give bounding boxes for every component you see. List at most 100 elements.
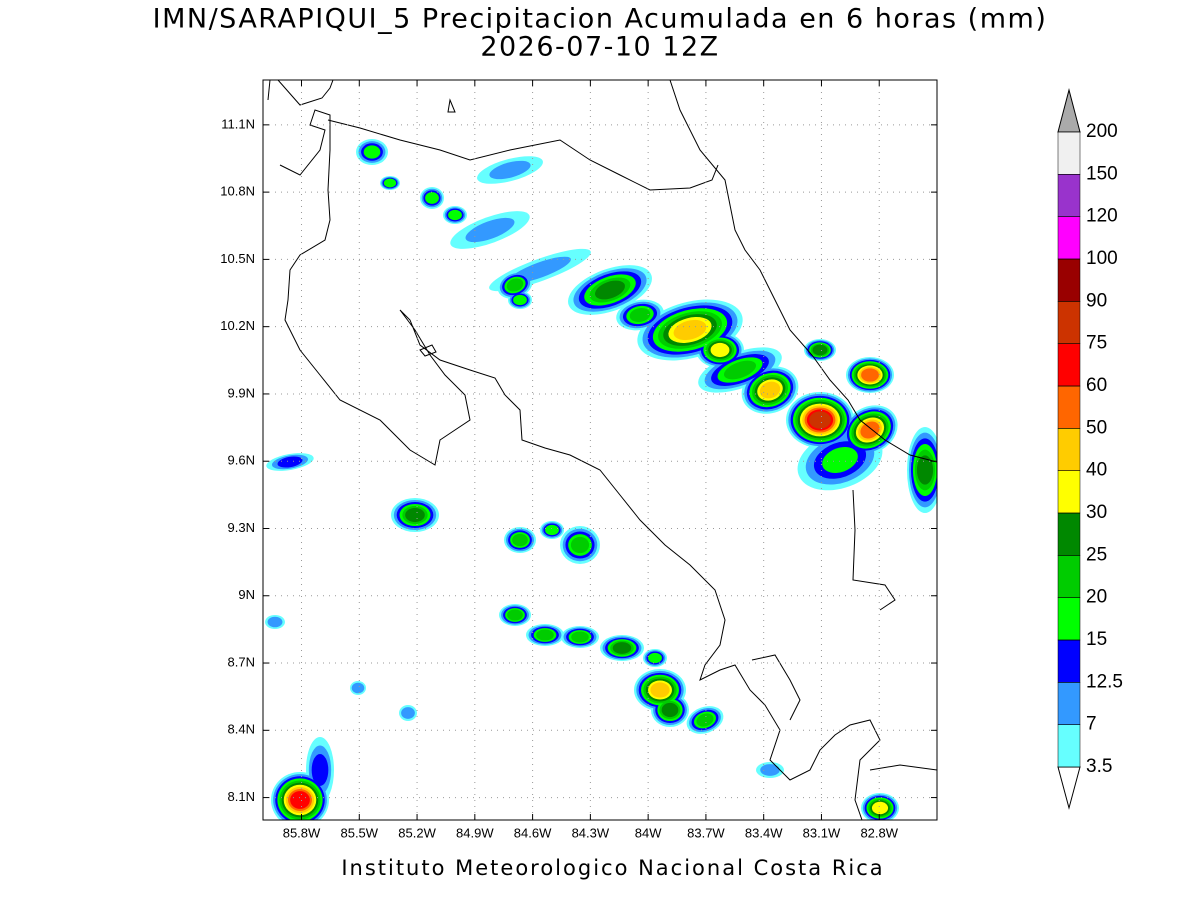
precip-contour bbox=[661, 702, 679, 718]
colorbar-label: 30 bbox=[1086, 502, 1107, 523]
coastline bbox=[669, 80, 937, 463]
colorbar-label: 150 bbox=[1086, 163, 1118, 184]
lat-label: 8.1N bbox=[228, 789, 255, 804]
colorbar-label: 12.5 bbox=[1086, 671, 1123, 692]
lat-label: 10.8N bbox=[220, 184, 255, 199]
precip-contour bbox=[401, 707, 415, 719]
colorbar-label: 40 bbox=[1086, 460, 1107, 481]
coastline bbox=[751, 654, 801, 721]
lon-label: 83.4W bbox=[745, 825, 783, 840]
precip-contour bbox=[363, 145, 381, 159]
lon-label: 85.8W bbox=[283, 825, 321, 840]
under-triangle bbox=[1057, 766, 1081, 810]
precip-contour bbox=[570, 536, 590, 554]
precip-contour bbox=[861, 368, 879, 382]
lon-label: 84.9W bbox=[456, 825, 494, 840]
precip-contour bbox=[916, 455, 934, 485]
precip-contour bbox=[383, 178, 397, 188]
coastline bbox=[279, 109, 881, 820]
lon-label: 84.3W bbox=[572, 825, 610, 840]
precip-contour bbox=[648, 652, 662, 664]
colorbar-box bbox=[1057, 131, 1081, 175]
precip-contour bbox=[506, 278, 524, 292]
precip-contour bbox=[822, 447, 858, 473]
precip-contour bbox=[595, 280, 625, 300]
colorbar-box bbox=[1057, 428, 1081, 471]
colorbar-box bbox=[1057, 343, 1081, 387]
lon-label: 82.8W bbox=[860, 825, 898, 840]
precip-contour bbox=[290, 791, 310, 809]
colorbar-label: 60 bbox=[1086, 375, 1107, 396]
precip-field bbox=[265, 139, 937, 820]
lon-label: 83.7W bbox=[687, 825, 725, 840]
precip-contour bbox=[571, 631, 589, 643]
colorbar-box bbox=[1057, 639, 1081, 683]
colorbar-box bbox=[1057, 470, 1081, 514]
colorbar-box bbox=[1057, 301, 1081, 344]
lon-label: 83.1W bbox=[803, 825, 841, 840]
border bbox=[327, 119, 719, 191]
precip-contour bbox=[267, 616, 283, 628]
colorbar-label: 7 bbox=[1086, 714, 1097, 735]
precip-contour bbox=[448, 209, 462, 221]
precip-contour bbox=[507, 609, 523, 621]
lat-label: 10.5N bbox=[220, 251, 255, 266]
coastline bbox=[419, 344, 437, 357]
precip-contour bbox=[351, 682, 365, 694]
colorbar-label: 120 bbox=[1086, 206, 1118, 227]
colorbar-label: 15 bbox=[1086, 629, 1107, 650]
colorbar: 3.5 7 12.5 15 20 25 30 40 50 60 75 90 100 120 150 200 bbox=[1057, 88, 1123, 810]
lon-label: 85.5W bbox=[340, 825, 378, 840]
colorbar-label: 100 bbox=[1086, 248, 1118, 269]
lat-label: 9N bbox=[238, 587, 255, 602]
colorbar-box bbox=[1057, 258, 1081, 302]
precip-contour bbox=[759, 381, 781, 399]
lat-label: 8.4N bbox=[228, 722, 255, 737]
lon-label: 84.6W bbox=[514, 825, 552, 840]
over-triangle bbox=[1057, 88, 1081, 133]
precip-contour bbox=[760, 764, 780, 776]
precip-contour bbox=[710, 342, 730, 358]
precip-contour bbox=[513, 294, 527, 306]
precip-contour bbox=[545, 524, 559, 536]
axes: 85.8W 85.5W 85.2W 84.9W 84.6W 84.3W 84W 83.7W 83… bbox=[220, 80, 937, 840]
map-frame bbox=[262, 79, 938, 821]
coastline bbox=[447, 98, 456, 113]
coastline bbox=[267, 80, 271, 101]
coastlines bbox=[267, 80, 937, 820]
lat-label: 10.2N bbox=[220, 318, 255, 333]
precip-contour bbox=[871, 801, 889, 815]
precip-contour bbox=[812, 344, 828, 356]
title: IMN/SARAPIQUI_5 Precipitacion Acumulada … bbox=[153, 4, 1048, 35]
lat-label: 9.9N bbox=[228, 385, 255, 400]
precip-contour bbox=[809, 411, 831, 429]
precip-contour bbox=[673, 319, 707, 341]
colorbar-box bbox=[1057, 174, 1081, 217]
precip-contour bbox=[723, 360, 757, 380]
colorbar-label: 3.5 bbox=[1086, 756, 1112, 777]
colorbar-box bbox=[1057, 597, 1081, 641]
precip-contour bbox=[311, 754, 329, 786]
colorbar-label: 200 bbox=[1086, 121, 1118, 142]
lat-label: 11.1N bbox=[221, 116, 255, 131]
precip-contour bbox=[650, 682, 670, 698]
precip-contour bbox=[860, 421, 880, 439]
precip-contour bbox=[489, 160, 531, 180]
colorbar-label: 25 bbox=[1086, 544, 1107, 565]
precip-contour bbox=[425, 192, 439, 204]
colorbar-box bbox=[1057, 724, 1081, 768]
precip-contour bbox=[405, 507, 425, 523]
border bbox=[852, 489, 896, 611]
colorbar-box bbox=[1057, 555, 1081, 598]
coastline bbox=[277, 80, 334, 106]
lat-label: 9.6N bbox=[228, 453, 255, 468]
colorbar-box bbox=[1057, 682, 1081, 725]
colorbar-label: 50 bbox=[1086, 417, 1107, 438]
colorbar-box bbox=[1057, 385, 1081, 429]
precip-contour bbox=[536, 629, 554, 641]
colorbar-box bbox=[1057, 216, 1081, 260]
colorbar-box bbox=[1057, 512, 1081, 556]
coastline bbox=[869, 764, 937, 771]
colorbar-label: 75 bbox=[1086, 333, 1107, 354]
